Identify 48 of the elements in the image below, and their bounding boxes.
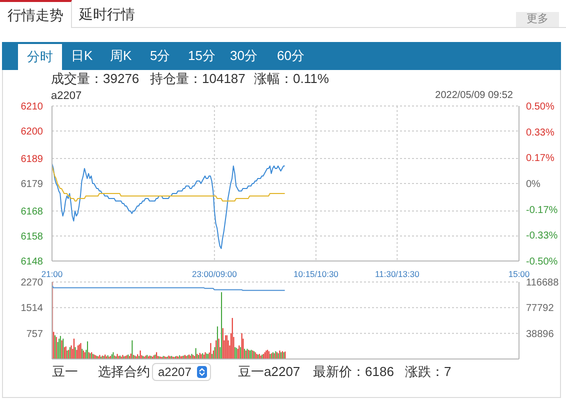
- y-tick-label: 6210: [20, 102, 44, 112]
- y2-tick-label: 0.50%: [526, 102, 554, 112]
- y-tick-label: 6200: [20, 126, 44, 138]
- text: 周K: [110, 48, 132, 64]
- y2-tick-label: -0.17%: [526, 204, 558, 216]
- y2-tick-label: 116688: [526, 278, 560, 288]
- selected-tab: 行情走势: [0, 0, 72, 28]
- text: 成交量：39276: [51, 71, 140, 87]
- text: 持仓量：104187: [150, 71, 246, 87]
- y-tick-label: 2270: [20, 278, 44, 288]
- y2-tick-label: 0.33%: [526, 127, 554, 138]
- line-series: [52, 166, 286, 202]
- more-button: 更多: [516, 12, 559, 27]
- text: 60分: [277, 48, 304, 64]
- y2-tick-label: 77792: [526, 303, 554, 314]
- text: 30分: [230, 48, 258, 64]
- text: 延时行情: [79, 5, 135, 23]
- y-tick-label: 6148: [20, 256, 44, 268]
- text: 涨跌：7: [405, 364, 452, 380]
- text: 豆一a2207: [238, 364, 300, 380]
- text: 选择合约: [98, 364, 150, 380]
- y2-tick-label: 38896: [526, 328, 554, 340]
- active-tab: 分时: [18, 44, 62, 70]
- x-tick-label: 23:00/09:00: [192, 269, 238, 279]
- x-tick-label: 15:00: [508, 269, 530, 279]
- y-tick-label: 6158: [20, 232, 44, 242]
- x-tick-label: 10:15/10:30: [294, 269, 339, 279]
- chart-subtitle: 2022/05/09 09:52: [435, 89, 513, 103]
- text: 15分: [188, 48, 216, 64]
- text: 5分: [150, 48, 170, 64]
- x-tick-label: 11:30/13:30: [375, 269, 420, 279]
- y-tick-label: 6179: [20, 179, 44, 190]
- text: 最新价：6186: [313, 364, 394, 380]
- text: 涨幅：0.11%: [254, 71, 329, 87]
- x-tick-label: 21:00: [41, 269, 63, 279]
- y-tick-label: 1514: [20, 303, 44, 314]
- y2-tick-label: 0.17%: [526, 153, 554, 164]
- text: 日K: [71, 48, 93, 64]
- line-series: [52, 163, 286, 249]
- y2-tick-label: -0.50%: [526, 256, 558, 268]
- chart-title: a2207: [51, 89, 82, 103]
- y2-tick-label: -0.33%: [526, 230, 558, 242]
- y-tick-label: 757: [26, 328, 44, 340]
- y-tick-label: 6189: [20, 154, 44, 165]
- y-tick-label: 6168: [20, 206, 44, 218]
- select-box: a2207: [152, 363, 211, 381]
- y2-tick-label: 0%: [526, 179, 541, 190]
- text: 豆一: [52, 364, 78, 380]
